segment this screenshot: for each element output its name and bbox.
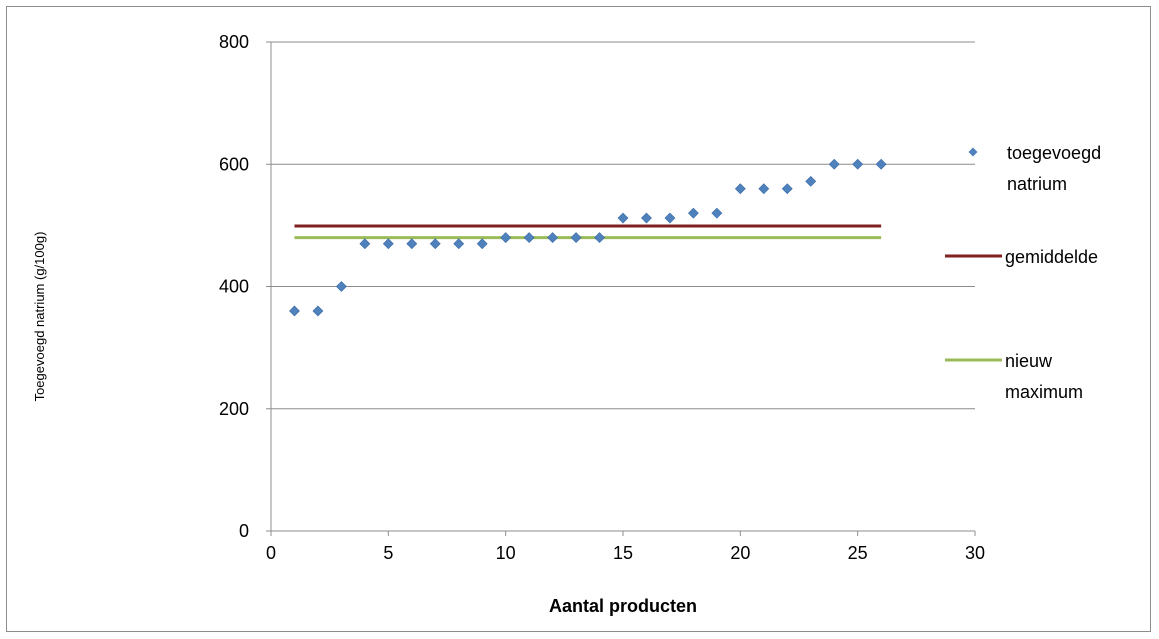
- y-tick-label: 0: [239, 521, 249, 541]
- legend-marker: [968, 147, 978, 157]
- data-point: [289, 305, 300, 317]
- x-tick-label: 5: [383, 543, 393, 563]
- data-point: [570, 232, 582, 244]
- legend-label: gemiddelde: [1005, 247, 1098, 267]
- axes: [266, 41, 976, 536]
- legend-item: toegevoegd natrium: [968, 143, 1101, 194]
- legend-label: natrium: [1007, 174, 1067, 194]
- y-tick-label: 800: [219, 32, 249, 52]
- x-tick-label: 0: [266, 543, 276, 563]
- x-tick-labels: 0 5 10 15 20 25 30: [266, 543, 985, 563]
- legend-item: gemiddelde: [945, 247, 1098, 267]
- data-point: [641, 212, 652, 224]
- x-tick-label: 25: [848, 543, 868, 563]
- data-point: [547, 232, 559, 244]
- data-point: [429, 238, 441, 250]
- x-axis-title: Aantal producten: [549, 596, 697, 616]
- x-tick-label: 20: [730, 543, 750, 563]
- data-point: [664, 212, 676, 224]
- legend-label: nieuw: [1005, 351, 1053, 371]
- data-point: [523, 232, 535, 244]
- legend-label: maximum: [1005, 382, 1083, 402]
- chart-frame: [6, 6, 1151, 632]
- data-point: [875, 158, 887, 170]
- data-point: [453, 238, 465, 250]
- data-point: [312, 305, 324, 317]
- data-point: [359, 238, 371, 250]
- y-axis-title: Toegevoegd natrium (g/100g): [32, 232, 47, 402]
- data-point: [406, 238, 418, 250]
- data-point: [734, 183, 746, 195]
- legend: toegevoegd natrium gemiddelde nieuw maximum: [945, 143, 1101, 402]
- data-point: [828, 158, 840, 170]
- data-point: [781, 183, 793, 195]
- data-point: [594, 232, 605, 244]
- data-point: [805, 175, 817, 187]
- legend-label: toegevoegd: [1007, 143, 1101, 163]
- series: [289, 158, 887, 317]
- y-tick-label: 600: [219, 154, 249, 174]
- data-point: [758, 183, 770, 195]
- data-point: [500, 232, 512, 244]
- data-point: [335, 281, 347, 292]
- y-tick-label: 400: [219, 277, 249, 297]
- legend-item: nieuw maximum: [945, 351, 1083, 402]
- data-point: [687, 207, 699, 219]
- data-point: [711, 207, 723, 219]
- data-point: [382, 238, 394, 250]
- x-tick-label: 15: [613, 543, 633, 563]
- y-tick-labels: 0 200 400 600 800: [219, 32, 249, 541]
- x-tick-label: 30: [965, 543, 985, 563]
- x-tick-label: 10: [496, 543, 516, 563]
- data-point: [476, 238, 488, 250]
- y-tick-label: 200: [219, 399, 249, 419]
- data-point: [852, 158, 864, 170]
- data-point: [617, 212, 629, 224]
